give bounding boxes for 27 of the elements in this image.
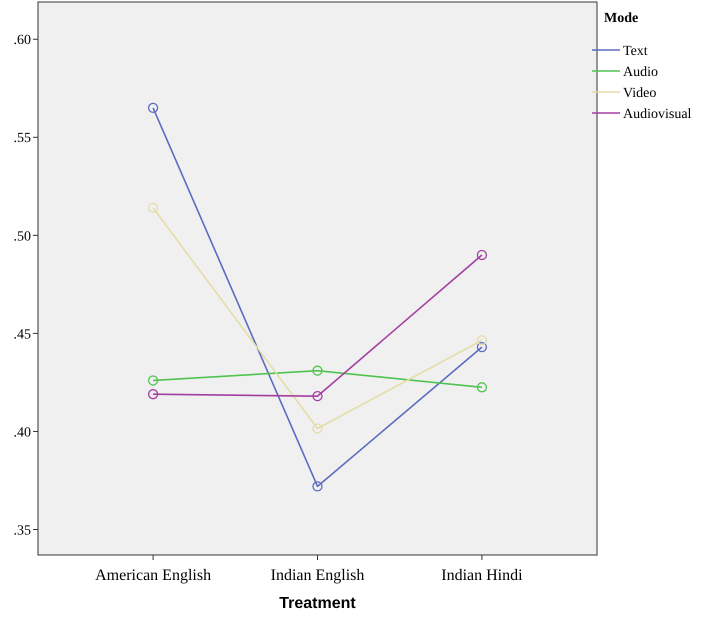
y-tick-label: .35 [14, 523, 31, 538]
legend-label: Text [623, 44, 648, 59]
point [476, 382, 488, 392]
legend-label: Video [623, 86, 656, 101]
y-tick-label: .50 [14, 229, 31, 244]
y-tick-label: .55 [14, 131, 31, 146]
y-tick-label: .60 [14, 33, 31, 48]
x-tick-label: Indian Hindi [441, 567, 524, 584]
point [312, 423, 323, 434]
x-tick-label: American English [95, 567, 212, 584]
point [476, 342, 488, 352]
point [312, 481, 323, 492]
legend-title: Mode [604, 11, 638, 26]
point [312, 391, 323, 402]
point [148, 202, 158, 214]
y-tick-label: .45 [14, 327, 31, 342]
point [148, 375, 158, 386]
point [312, 366, 323, 376]
x-tick-label: Indian English [270, 567, 364, 584]
y-tick-label: .40 [14, 425, 31, 440]
point [148, 102, 158, 114]
x-axis-title: Treatment [279, 595, 356, 612]
point [476, 250, 488, 260]
point [148, 389, 158, 400]
legend-label: Audio [623, 64, 658, 80]
point [476, 335, 488, 346]
legend-label: Audiovisual [623, 106, 692, 122]
